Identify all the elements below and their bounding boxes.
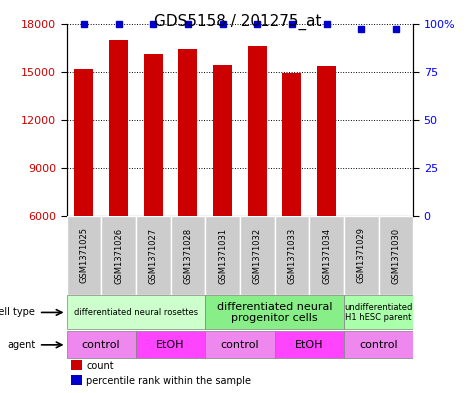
Bar	[247, 46, 267, 216]
Text: GSM1371025: GSM1371025	[79, 228, 88, 283]
Text: GDS5158 / 201275_at: GDS5158 / 201275_at	[154, 14, 321, 30]
Bar	[309, 216, 344, 295]
Bar	[74, 68, 94, 216]
Bar	[205, 296, 344, 329]
Text: percentile rank within the sample: percentile rank within the sample	[86, 376, 251, 386]
Text: agent: agent	[7, 340, 35, 350]
Text: control: control	[359, 340, 398, 350]
Bar	[275, 331, 344, 358]
Text: cell type: cell type	[0, 307, 35, 318]
Text: EtOH: EtOH	[156, 340, 185, 350]
Text: GSM1371026: GSM1371026	[114, 228, 123, 283]
Text: GSM1371032: GSM1371032	[253, 228, 262, 283]
Text: control: control	[82, 340, 121, 350]
Bar	[379, 216, 413, 295]
Text: count: count	[86, 361, 114, 371]
Bar	[178, 49, 198, 216]
Bar	[344, 296, 413, 329]
Text: differentiated neural
progenitor cells: differentiated neural progenitor cells	[217, 302, 332, 323]
Text: GSM1371030: GSM1371030	[391, 228, 400, 283]
Bar	[136, 216, 171, 295]
Text: GSM1371027: GSM1371027	[149, 228, 158, 283]
Bar	[66, 331, 136, 358]
Text: control: control	[220, 340, 259, 350]
Bar	[282, 73, 302, 216]
Text: GSM1371033: GSM1371033	[287, 227, 296, 284]
Bar	[240, 216, 275, 295]
Bar	[171, 216, 205, 295]
Bar	[205, 331, 275, 358]
Bar	[66, 296, 205, 329]
Text: undifferentiated
H1 hESC parent: undifferentiated H1 hESC parent	[344, 303, 413, 322]
Bar	[275, 216, 309, 295]
Text: EtOH: EtOH	[295, 340, 323, 350]
Bar	[101, 216, 136, 295]
Bar	[143, 54, 163, 216]
Text: GSM1371028: GSM1371028	[183, 228, 192, 283]
Bar	[205, 216, 240, 295]
Bar	[213, 65, 232, 216]
Text: GSM1371034: GSM1371034	[322, 228, 331, 283]
Bar	[109, 40, 128, 216]
Text: GSM1371029: GSM1371029	[357, 228, 366, 283]
Bar	[136, 331, 205, 358]
Bar	[344, 216, 379, 295]
Text: differentiated neural rosettes: differentiated neural rosettes	[74, 308, 198, 317]
Bar	[66, 216, 101, 295]
Bar	[317, 66, 336, 216]
Bar	[344, 331, 413, 358]
Text: GSM1371031: GSM1371031	[218, 228, 227, 283]
